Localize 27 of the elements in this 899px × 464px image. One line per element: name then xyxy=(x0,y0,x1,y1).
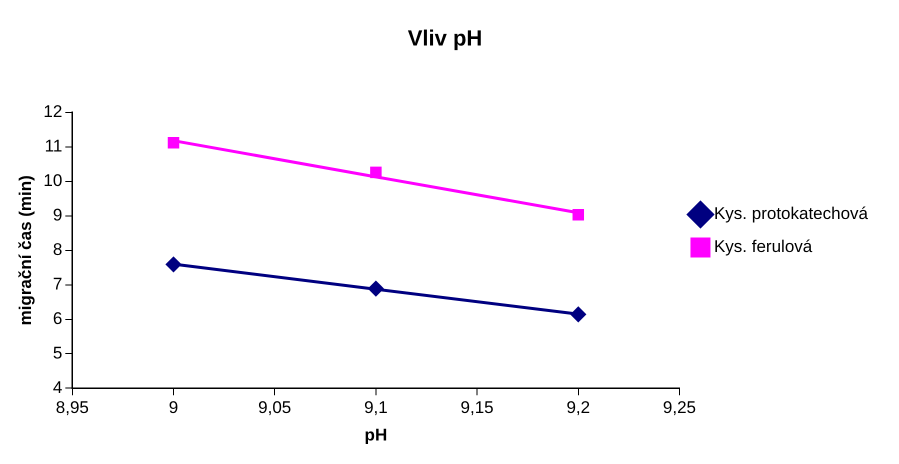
chart-title: Vliv pH xyxy=(408,25,482,50)
point xyxy=(370,166,382,178)
legend-label: Kys. ferulová xyxy=(714,237,813,256)
y-tick-label: 9 xyxy=(52,206,62,225)
legend-label: Kys. protokatechová xyxy=(714,204,869,224)
y-tick-label: 10 xyxy=(43,171,62,190)
point xyxy=(570,306,586,322)
y-tick-label: 8 xyxy=(52,240,62,259)
y-axis-title: migrační čas (min) xyxy=(16,175,35,326)
point xyxy=(368,281,384,296)
x-tick-label: 9,15 xyxy=(460,398,494,418)
x-tick-label: 8,95 xyxy=(56,398,89,418)
point xyxy=(572,209,584,221)
y-tick-label: 4 xyxy=(52,378,62,397)
point xyxy=(166,256,182,272)
y-tick-label: 7 xyxy=(52,274,62,294)
y-tick-label: 5 xyxy=(52,343,62,362)
x-axis-title: pH xyxy=(364,425,388,444)
x-tick-label: 9,05 xyxy=(258,398,292,418)
y-tick-label: 11 xyxy=(44,136,62,156)
x-tick-label: 9,1 xyxy=(364,398,388,418)
y-tick-label: 12 xyxy=(43,102,62,122)
y-tick-label: 6 xyxy=(52,308,62,328)
x-tick-label: 9,2 xyxy=(566,398,590,418)
x-tick-label: 9,25 xyxy=(662,398,696,418)
x-tick-label: 9 xyxy=(168,398,178,418)
point xyxy=(168,136,180,148)
